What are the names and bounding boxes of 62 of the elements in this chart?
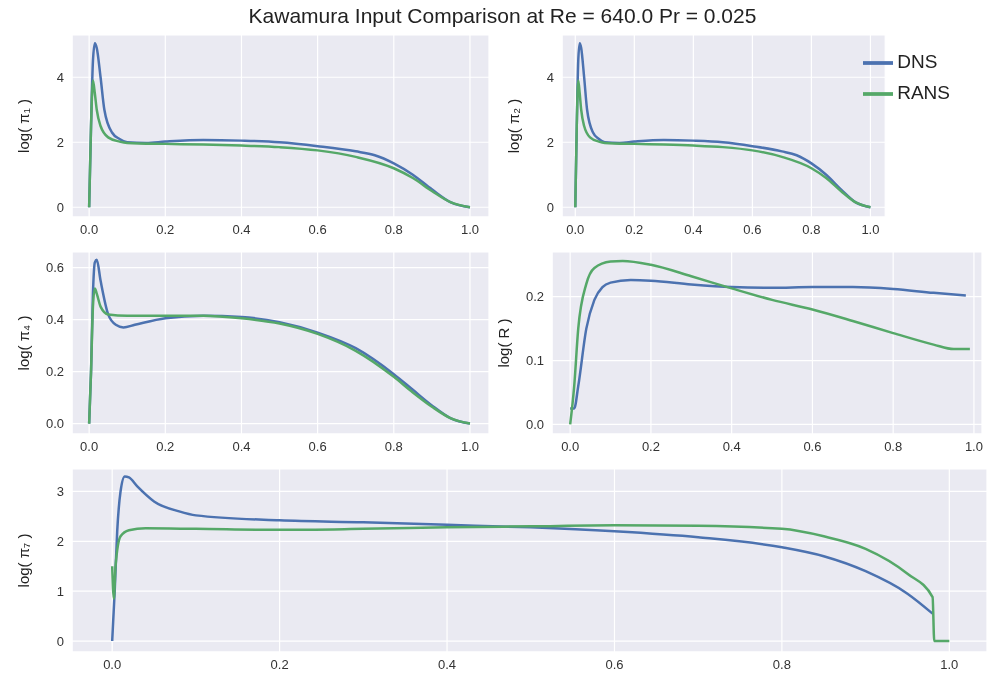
y-axis-title: log( π₄ ) (15, 315, 33, 371)
y-tick-label: 3 (56, 484, 64, 500)
x-tick-label: 0.8 (802, 222, 821, 238)
y-tick-label: 0.4 (45, 312, 64, 328)
legend-label: RANS (897, 81, 950, 103)
y-tick-label: 0.6 (45, 260, 64, 276)
y-tick-label: 0.0 (45, 416, 64, 432)
x-tick-label: 1.0 (940, 657, 959, 673)
x-tick-label: 0.8 (384, 222, 403, 238)
x-tick-label: 1.0 (964, 439, 983, 455)
y-tick-label: 4 (56, 69, 64, 85)
x-tick-label: 0.0 (561, 439, 580, 455)
x-tick-label: 0.4 (232, 222, 251, 238)
y-axis-title: log( R ) (495, 318, 513, 368)
line-series (568, 278, 968, 410)
x-tick-label: 1.0 (460, 439, 479, 455)
x-tick-label: 0.6 (308, 222, 327, 238)
x-tick-label: 1.0 (460, 222, 479, 238)
x-tick-label: 0.0 (566, 222, 585, 238)
y-tick-label: 4 (546, 69, 554, 85)
x-tick-label: 0.6 (743, 222, 762, 238)
x-tick-label: 0.4 (232, 439, 251, 455)
line-series (110, 475, 934, 643)
x-tick-label: 0.0 (103, 657, 122, 673)
x-tick-label: 0.2 (156, 222, 175, 238)
y-tick-label: 0.0 (525, 417, 544, 433)
x-tick-label: 0.2 (625, 222, 644, 238)
y-tick-label: 0.2 (45, 364, 64, 380)
y-axis-title: log( π₁ ) (15, 99, 33, 153)
y-tick-label: 2 (546, 134, 554, 150)
y-tick-label: 0 (546, 199, 554, 215)
x-tick-label: 1.0 (861, 222, 880, 238)
x-tick-label: 0.8 (772, 657, 791, 673)
x-tick-label: 0.4 (722, 439, 741, 455)
x-tick-label: 0.0 (80, 439, 99, 455)
line-series (110, 524, 951, 643)
chart-title: Kawamura Input Comparison at Re = 640.0 Pr = 0.025 (247, 4, 758, 28)
x-tick-label: 0.2 (270, 657, 289, 673)
y-tick-label: 1 (56, 583, 64, 599)
x-tick-label: 0.6 (605, 657, 624, 673)
x-tick-label: 0.0 (80, 222, 99, 238)
x-tick-label: 0.4 (684, 222, 703, 238)
y-tick-label: 0.1 (525, 353, 544, 369)
x-tick-label: 0.8 (884, 439, 903, 455)
legend-label: DNS (897, 51, 938, 72)
y-tick-label: 2 (56, 533, 64, 549)
y-tick-label: 2 (56, 134, 64, 150)
line-series (87, 79, 472, 209)
x-tick-label: 0.2 (641, 439, 660, 455)
line-series (574, 79, 872, 209)
line-series (568, 259, 972, 426)
x-tick-label: 0.8 (384, 439, 403, 455)
x-tick-label: 0.6 (803, 439, 822, 455)
x-tick-label: 0.6 (308, 439, 327, 455)
y-axis-title: log( π₂ ) (505, 98, 523, 154)
x-tick-label: 0.4 (438, 657, 457, 673)
y-tick-label: 0.2 (525, 289, 544, 305)
x-tick-label: 0.2 (156, 439, 175, 455)
y-tick-label: 0 (56, 199, 64, 215)
line-series (87, 287, 472, 425)
y-tick-label: 0 (56, 633, 64, 649)
y-axis-title: log( π₇ ) (15, 533, 33, 588)
